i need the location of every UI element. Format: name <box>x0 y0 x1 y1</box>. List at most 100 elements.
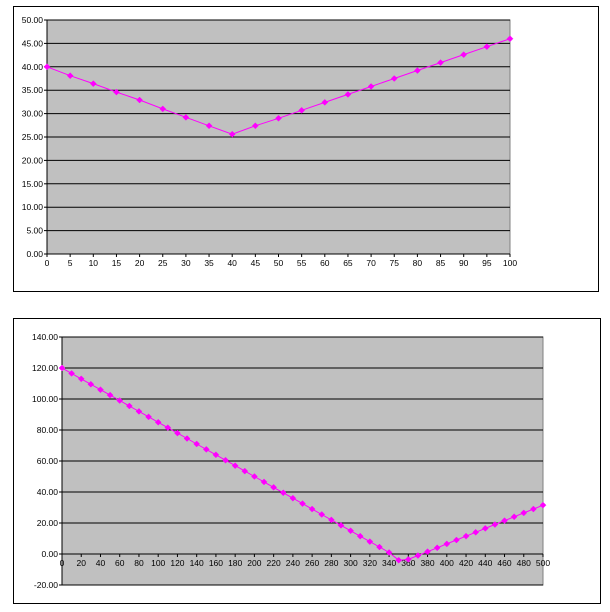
data-point <box>337 521 345 529</box>
chart-1-svg: 0.00 5.00 10.00 15.00 20.00 25.00 30.00 35.00 40… <box>22 15 518 268</box>
data-point <box>97 386 104 394</box>
data-point <box>472 528 480 536</box>
data-point <box>228 130 236 138</box>
data-point <box>222 456 229 464</box>
data-point <box>68 370 75 377</box>
x-tick-label: 420 <box>459 558 473 568</box>
y-tick-label: 0.00 <box>26 249 43 259</box>
x-tick-label: 10 <box>89 258 99 268</box>
x-tick-label: 45 <box>251 258 261 268</box>
data-point <box>424 548 431 556</box>
y-tick-label: 120.00 <box>32 363 58 373</box>
data-point <box>453 536 460 544</box>
x-tick-label: 100 <box>503 258 517 268</box>
x-tick-label: 95 <box>482 258 492 268</box>
y-tick-label: 20.00 <box>22 155 44 165</box>
data-point <box>205 122 213 130</box>
x-tick-label: 460 <box>497 558 511 568</box>
x-tick-label: 20 <box>135 258 145 268</box>
x-tick-label: 220 <box>267 558 281 568</box>
x-tick-label: 380 <box>420 558 434 568</box>
x-tick-label: 260 <box>305 558 319 568</box>
data-point <box>460 51 468 58</box>
x-tick-label: 15 <box>112 258 122 268</box>
x-tick-label: 200 <box>247 558 261 568</box>
data-point <box>251 122 259 130</box>
x-tick-label: 55 <box>297 258 307 268</box>
x-tick-label: 40 <box>227 258 237 268</box>
x-tick-label: 40 <box>96 558 106 568</box>
data-point <box>193 440 201 448</box>
data-point <box>539 501 547 509</box>
data-point <box>483 43 491 51</box>
data-point <box>414 67 421 74</box>
x-tick-label: 60 <box>320 258 330 268</box>
data-point <box>43 63 51 71</box>
x-tick-label: 5 <box>68 258 73 268</box>
data-point <box>125 402 133 410</box>
x-tick-label: 75 <box>390 258 400 268</box>
y-tick-label: 20.00 <box>37 518 59 528</box>
x-tick-label: 180 <box>228 558 242 568</box>
data-point <box>433 544 441 552</box>
data-point <box>501 517 508 525</box>
data-point <box>510 513 518 521</box>
x-tick-label: 85 <box>436 258 446 268</box>
data-point <box>366 538 374 545</box>
x-tick-label: 280 <box>324 558 338 568</box>
x-tick-label: 35 <box>204 258 214 268</box>
data-point <box>321 99 329 106</box>
data-point <box>289 494 297 502</box>
y-tick-label: 40.00 <box>22 62 44 72</box>
data-point <box>308 505 316 513</box>
data-point <box>116 397 124 404</box>
data-point <box>481 525 489 532</box>
data-point <box>437 59 444 66</box>
data-point <box>298 106 306 114</box>
data-point <box>443 540 451 548</box>
data-point <box>241 467 249 475</box>
y-tick-label: 30.00 <box>22 109 44 119</box>
y-tick-label: 45.00 <box>22 38 44 48</box>
data-point <box>520 509 528 517</box>
x-tick-label: 320 <box>363 558 377 568</box>
data-point <box>404 556 412 563</box>
y-tick-label: 60.00 <box>37 456 59 466</box>
data-point <box>530 505 537 513</box>
y-tick-label: 100.00 <box>32 394 58 404</box>
data-point <box>275 114 282 122</box>
data-point <box>344 91 352 98</box>
x-tick-label: 25 <box>158 258 168 268</box>
data-point <box>356 532 364 540</box>
x-tick-label: 0 <box>60 558 65 568</box>
data-point <box>58 364 66 372</box>
data-point <box>251 473 258 480</box>
data-point <box>376 543 383 551</box>
data-point <box>135 408 143 415</box>
data-point <box>182 113 190 121</box>
y-tick-label: 140.00 <box>32 332 58 342</box>
data-point <box>385 549 393 556</box>
x-tick-label: 500 <box>536 558 550 568</box>
data-point <box>231 462 239 470</box>
data-point <box>279 489 287 497</box>
x-tick-label: 100 <box>151 558 165 568</box>
data-point <box>390 75 398 82</box>
x-tick-label: 65 <box>343 258 353 268</box>
x-tick-label: 20 <box>77 558 87 568</box>
data-point <box>113 88 120 96</box>
x-tick-label: 240 <box>286 558 300 568</box>
x-tick-label: 60 <box>115 558 125 568</box>
data-point <box>154 418 162 426</box>
x-tick-label: 120 <box>170 558 184 568</box>
data-point <box>270 483 277 491</box>
data-point <box>347 527 354 535</box>
data-point <box>164 424 172 432</box>
data-point <box>136 96 143 104</box>
x-tick-label: 30 <box>181 258 191 268</box>
x-tick-label: 440 <box>478 558 492 568</box>
x-tick-label: 160 <box>209 558 223 568</box>
y-tick-label: 35.00 <box>22 85 44 95</box>
x-tick-label: 0 <box>45 258 50 268</box>
